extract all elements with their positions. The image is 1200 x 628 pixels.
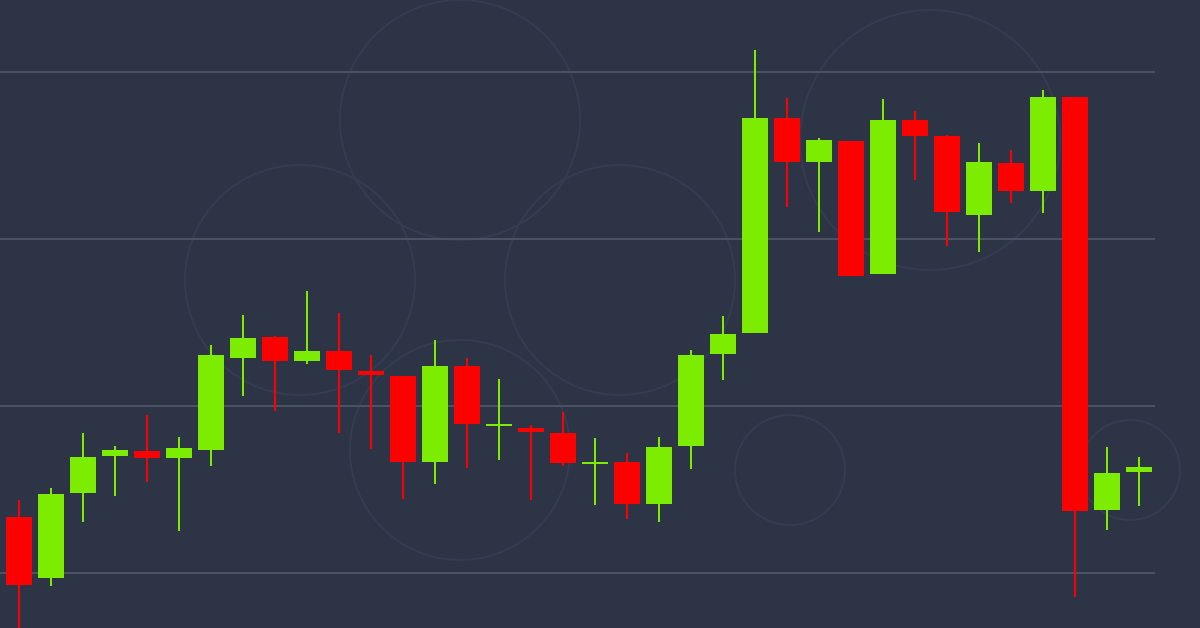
candle-body	[166, 448, 192, 458]
candle-body	[678, 355, 704, 446]
candle-body	[966, 162, 992, 215]
candle-body	[902, 120, 928, 136]
candle-body	[6, 517, 32, 585]
candle-body	[422, 366, 448, 462]
candle-body	[486, 424, 512, 426]
candle-body	[774, 118, 800, 162]
background-decoration	[184, 0, 1181, 561]
candle-body	[870, 120, 896, 274]
candle-body	[582, 462, 608, 464]
candle-body	[230, 338, 256, 358]
candle-body	[1126, 467, 1152, 472]
candle-body	[998, 163, 1024, 191]
candle-body	[134, 451, 160, 458]
candle-body	[1094, 473, 1120, 510]
candle-body	[550, 433, 576, 463]
candle-body	[710, 334, 736, 354]
candle-body	[806, 140, 832, 162]
candle-body	[614, 462, 640, 504]
candle-body	[742, 118, 768, 333]
candle-body	[518, 428, 544, 432]
candle-body	[1062, 97, 1088, 511]
candle-body	[38, 494, 64, 578]
candle-body	[838, 141, 864, 276]
candle-body	[198, 355, 224, 450]
candle-body	[454, 366, 480, 424]
candle-body	[358, 371, 384, 375]
candle-body	[294, 351, 320, 361]
candle-body	[934, 136, 960, 212]
candle-body	[70, 457, 96, 493]
candle-body	[326, 351, 352, 370]
candle-body	[390, 376, 416, 462]
candle-body	[646, 447, 672, 504]
candle-body	[1030, 97, 1056, 191]
candle-body	[262, 337, 288, 361]
candle-body	[102, 450, 128, 456]
